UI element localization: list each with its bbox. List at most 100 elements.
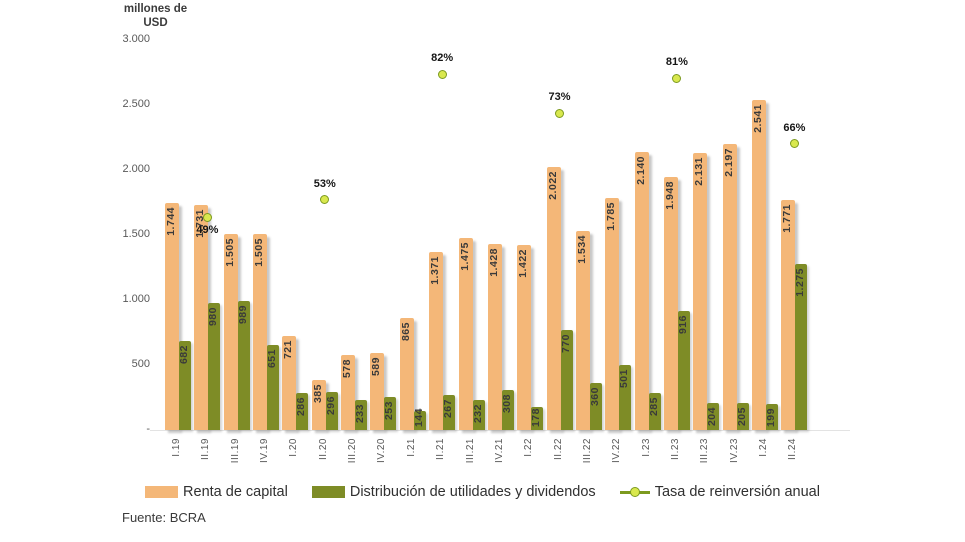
bar-distribucion-II.22 [560, 329, 573, 430]
bar-value-label: 589 [370, 357, 383, 377]
bar-distribucion-II.24 [795, 264, 808, 430]
bar-renta-II.24 [781, 199, 796, 430]
bar-distribucion-I.23 [648, 392, 661, 430]
bar-value-label: 989 [236, 305, 249, 325]
bar-value-label: 2.022 [546, 171, 559, 200]
bar-value-label: 2.140 [634, 155, 647, 185]
x-tick-label: IV.19 [259, 438, 271, 463]
bar-distribucion-IV.19 [267, 345, 280, 430]
reinversion-marker-label: 81% [665, 56, 688, 69]
bar-value-label: 144 [412, 408, 425, 428]
y-tick-label: - [146, 423, 150, 435]
x-tick-label: II.23 [669, 438, 681, 460]
bar-value-label: 1.422 [517, 249, 530, 278]
bar-value-label: 253 [383, 401, 396, 421]
legend-label-tasa: Tasa de reinversión anual [654, 484, 820, 500]
bar-value-label: 204 [706, 407, 719, 427]
bar-value-label: 916 [676, 314, 689, 334]
x-tick-label: I.22 [523, 438, 535, 457]
bar-distribucion-II.21 [443, 395, 456, 430]
bar-renta-III.20 [341, 354, 356, 430]
bar-distribucion-II.20 [325, 391, 338, 430]
y-axis-title: millones de USD [98, 2, 213, 30]
y-tick-label: 2.500 [122, 98, 150, 110]
bar-distribucion-IV.23 [736, 403, 749, 430]
y-tick-label: 500 [131, 358, 150, 370]
y-tick-label: 1.500 [122, 228, 150, 240]
bar-value-label: 296 [324, 395, 337, 415]
bar-value-label: 360 [588, 387, 601, 407]
bar-distribucion-III.19 [237, 301, 250, 430]
bar-distribucion-II.23 [677, 310, 690, 430]
reinversion-marker-dot [320, 195, 330, 205]
y-tick-label: 1.000 [122, 293, 150, 305]
bar-renta-III.22 [575, 230, 590, 430]
bar-renta-III.21 [458, 238, 473, 430]
bar-renta-I.24 [752, 99, 766, 430]
bar-distribucion-I.20 [296, 392, 309, 430]
x-tick-label: I.24 [758, 438, 769, 457]
bar-distribucion-III.20 [355, 399, 368, 430]
bar-value-label: 1.534 [575, 234, 588, 264]
bar-distribucion-I.24 [766, 404, 778, 430]
bar-value-label: 267 [442, 399, 455, 419]
x-tick-label: II.24 [787, 438, 799, 460]
bar-renta-II.23 [663, 176, 678, 430]
bar-renta-IV.19 [253, 234, 268, 430]
y-tick-label: 2.000 [122, 163, 150, 175]
x-tick-label: II.19 [200, 438, 212, 460]
y-axis-title-line2: USD [143, 17, 168, 29]
reinversion-marker-dot [555, 108, 565, 118]
bar-distribucion-IV.22 [619, 364, 632, 430]
bar-value-label: 385 [311, 383, 324, 403]
reinversion-marker-dot [437, 69, 447, 79]
bar-renta-IV.21 [487, 244, 502, 430]
bar-value-label: 1.785 [605, 201, 618, 231]
x-tick-label: II.21 [435, 438, 447, 460]
bar-distribucion-IV.20 [384, 397, 397, 430]
x-tick-label: III.22 [581, 438, 593, 464]
bar-value-label: 205 [735, 407, 748, 427]
reinversion-marker-label: 73% [548, 91, 571, 104]
reinversion-marker-dot [202, 212, 212, 222]
bar-value-label: 1.505 [223, 238, 236, 268]
bar-value-label: 1.275 [794, 268, 807, 298]
x-tick-label: III.23 [699, 438, 711, 464]
x-tick-label: II.22 [552, 438, 564, 460]
bar-renta-III.23 [693, 152, 708, 430]
bar-renta-II.22 [546, 167, 561, 430]
bar-renta-IV.20 [370, 353, 385, 430]
bar-value-label: 2.131 [693, 156, 706, 186]
x-axis-line [150, 430, 850, 431]
x-tick-label: III.21 [464, 438, 476, 464]
x-tick-label: I.21 [405, 438, 417, 457]
x-tick-label: IV.21 [493, 438, 505, 463]
bar-renta-II.19 [194, 204, 209, 430]
bar-value-label: 1.428 [487, 248, 500, 278]
bar-value-label: 578 [341, 358, 354, 378]
bar-value-label: 1.744 [165, 207, 177, 237]
legend-swatch-renta [145, 486, 179, 498]
bar-renta-I.22 [517, 245, 532, 430]
bar-value-label: 233 [354, 403, 367, 423]
bar-value-label: 232 [471, 403, 484, 423]
bar-value-label: 865 [399, 321, 412, 341]
bar-value-label: 651 [266, 349, 279, 369]
bar-distribucion-IV.21 [501, 389, 514, 430]
bar-distribucion-I.21 [413, 411, 426, 430]
bar-value-label: 1.475 [458, 242, 471, 272]
legend-marker-icon [619, 487, 650, 497]
bar-renta-IV.23 [722, 144, 737, 430]
x-tick-label: IV.20 [376, 438, 388, 463]
bar-distribucion-I.22 [531, 406, 544, 430]
legend-label-renta: Renta de capital [183, 484, 288, 500]
source-note: Fuente: BCRA [122, 510, 206, 525]
chart-legend: Renta de capital Distribución de utilida… [0, 484, 965, 500]
bar-renta-I.19 [165, 203, 179, 430]
bar-distribucion-I.19 [179, 341, 191, 430]
bar-value-label: 980 [207, 306, 220, 326]
bar-renta-I.23 [634, 151, 649, 430]
bar-value-label: 286 [295, 396, 308, 416]
